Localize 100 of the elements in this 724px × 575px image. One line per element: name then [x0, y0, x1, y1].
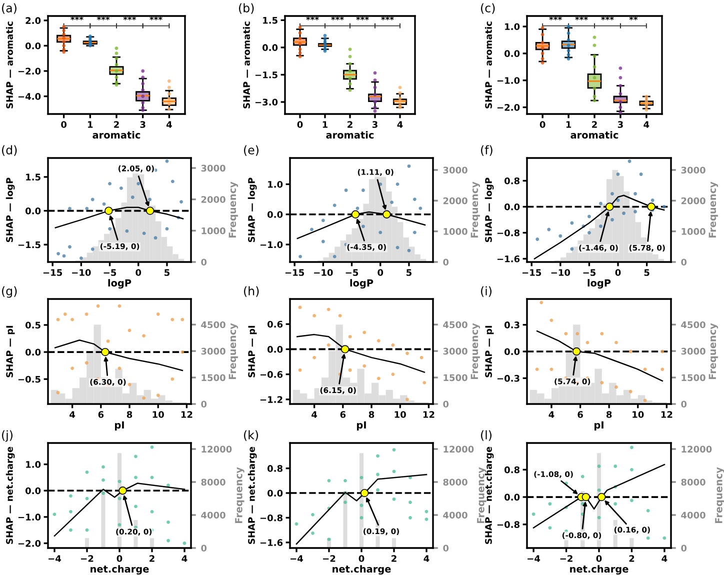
y-tick-label: −0.3: [497, 374, 520, 382]
x-tick-label: −4: [528, 555, 540, 562]
x-tick-label: 0: [61, 121, 67, 128]
y-tick-label: 0.0: [504, 494, 520, 501]
chart-title: (g): [2, 286, 17, 298]
y2-tick-label: 12000: [202, 446, 232, 453]
y-tick-label: −0.5: [18, 376, 40, 383]
annotation: ***: [306, 16, 319, 20]
y-tick-label: −0.8: [497, 521, 520, 528]
y-tick-label: −0.8: [497, 229, 520, 236]
annotation: ***: [601, 16, 614, 20]
y2-tick-label: 0: [443, 544, 449, 552]
x-axis-title: logP: [108, 279, 132, 289]
y2-tick-label: 3000: [443, 348, 468, 355]
x-tick-label: −15: [522, 269, 542, 276]
x-tick-label: 3: [140, 121, 146, 128]
y-tick-label: 1.0: [268, 180, 283, 188]
y-tick-label: 2.0: [26, 17, 41, 24]
y2-tick-label: 0: [681, 400, 687, 408]
y2-tick-label: 1000: [202, 227, 226, 234]
y-tick-label: 0.0: [25, 208, 41, 214]
y-axis-title: SHAP — logP: [6, 178, 15, 242]
y-tick-label: −2.0: [497, 104, 520, 111]
x-tick-label: 10: [394, 411, 406, 418]
x-tick-label: 12: [423, 411, 434, 418]
y2-tick-label: 3000: [201, 164, 226, 172]
x-tick-label: 3: [372, 121, 378, 128]
x-tick-label: 6: [340, 411, 346, 418]
chart-title: (i): [481, 286, 492, 297]
x-tick-label: 4: [644, 121, 650, 128]
y-axis-title: SHAP — net.charge: [248, 446, 257, 544]
chart-title: (a): [2, 3, 16, 14]
x-tick-label: 2: [114, 121, 119, 128]
annotation: ***: [96, 16, 110, 20]
y-tick-label: −3.0: [255, 98, 278, 106]
y-axis-title: SHAP — aromatic: [242, 22, 250, 108]
y-axis-title: SHAP — pI: [248, 326, 257, 378]
y-tick-label: 0.5: [25, 322, 40, 329]
chart-title: (k): [244, 430, 258, 441]
y2-axis-title: Frequency: [235, 467, 244, 524]
y2-axis-title: Frequency: [470, 182, 480, 238]
x-tick-label: 0: [116, 555, 122, 562]
y-axis-title: SHAP — pI: [485, 326, 494, 378]
y2-axis-title: Frequency: [228, 182, 238, 238]
y-tick-label: 0.0: [25, 348, 41, 356]
annotation: **: [629, 16, 638, 20]
x-tick-label: 0: [136, 269, 142, 276]
y2-axis-title: Frequency: [228, 323, 238, 380]
x-tick-label: 4: [312, 411, 318, 418]
x-tick-label: 2: [150, 555, 154, 562]
y2-tick-label: 8000: [201, 478, 226, 486]
x-tick-label: 8: [126, 411, 132, 418]
y2-tick-label: 0: [201, 544, 207, 552]
y2-tick-label: 12000: [444, 446, 474, 453]
y-tick-label: −1.5: [255, 72, 278, 78]
x-tick-label: −5: [346, 269, 358, 276]
y2-tick-label: 4500: [443, 321, 468, 328]
annotation: ***: [123, 16, 136, 20]
y2-axis-title: Frequency: [477, 467, 486, 524]
x-axis-title: net.charge: [332, 565, 391, 575]
x-axis-title: aromatic: [92, 131, 140, 139]
x-axis-title: net.charge: [570, 565, 628, 575]
chart-title: (e): [244, 145, 258, 156]
y2-tick-label: 3000: [681, 348, 706, 355]
y-tick-label: 0.0: [25, 487, 41, 494]
y-tick-label: −1.6: [497, 255, 520, 262]
x-tick-label: 4: [182, 555, 188, 562]
x-tick-label: −15: [285, 269, 304, 276]
x-axis-title: net.charge: [90, 565, 149, 575]
chart-title: (d): [2, 145, 17, 156]
x-tick-label: 4: [424, 555, 430, 562]
y2-tick-label: 8000: [443, 478, 468, 486]
x-tick-label: 0: [358, 555, 364, 562]
y2-tick-label: 2000: [681, 197, 706, 204]
y2-axis-title: Frequency: [715, 467, 724, 524]
x-tick-label: −4: [290, 555, 304, 562]
y-tick-label: 0.8: [267, 465, 282, 472]
y2-tick-label: 0: [201, 258, 207, 266]
annotation: ***: [70, 16, 84, 20]
x-axis-title: logP: [588, 279, 611, 289]
y2-tick-label: 4000: [201, 512, 226, 519]
x-tick-label: 6: [578, 411, 583, 418]
x-tick-label: −2: [323, 555, 336, 562]
x-tick-label: 0: [615, 269, 621, 276]
x-tick-label: 0: [596, 555, 602, 562]
y-tick-label: 0.0: [25, 42, 41, 50]
y-axis-title: SHAP — net.charge: [6, 446, 15, 544]
x-tick-label: −10: [314, 269, 333, 276]
y2-tick-label: 8000: [681, 478, 706, 486]
y2-tick-label: 4500: [681, 321, 706, 328]
y2-tick-label: 0: [681, 258, 687, 266]
y2-tick-label: 3000: [201, 348, 226, 355]
y2-tick-label: 0: [201, 400, 207, 408]
y-tick-label: 0.0: [267, 490, 283, 497]
y-tick-label: −2.0: [18, 540, 41, 547]
x-tick-label: 3: [618, 121, 623, 128]
y-tick-label: 0.0: [267, 346, 283, 353]
x-tick-label: 0: [297, 121, 303, 128]
x-axis-title: aromatic: [326, 131, 374, 139]
x-axis-title: logP: [350, 279, 374, 289]
